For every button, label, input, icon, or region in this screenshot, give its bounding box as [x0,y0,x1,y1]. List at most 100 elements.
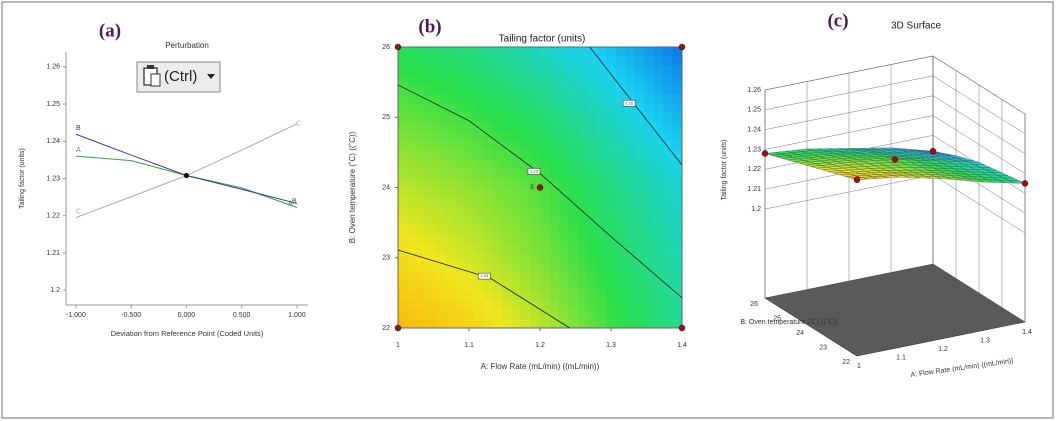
heat-cell [426,83,437,94]
heat-cell [398,83,408,94]
heat-cell [407,177,418,188]
heat-cell [407,252,418,263]
heat-cell [521,93,532,104]
heat-cell [398,308,408,319]
design-point [853,176,861,183]
heat-cell [530,55,541,66]
heat-cell [435,224,446,235]
heat-cell [625,112,636,122]
heat-cell [653,280,664,291]
heat-cell [540,233,550,244]
heat-cell [454,205,465,216]
heat-cell [426,112,437,122]
heat-cell [615,74,626,85]
heat-cell [521,177,532,188]
heat-cell [407,65,418,76]
heat-cell [663,102,674,113]
heat-cell [663,243,674,254]
heat-cell [502,196,513,207]
x-tick-label: -1.000 [66,312,86,319]
heat-cell [644,149,655,160]
heat-cell [416,168,427,179]
heat-cell [473,224,484,235]
heat-cell [445,299,456,310]
heat-cell [568,55,579,66]
heat-cell [398,224,408,235]
heat-cell [416,233,427,244]
heat-cell [445,196,456,207]
heat-cell [587,224,598,235]
heat-cell [521,271,532,282]
heat-cell [634,224,645,235]
heat-cell [464,93,475,104]
heat-cell [398,168,408,179]
y-axis-label: Tailing factor (units) [19,148,26,209]
heat-cell [416,177,427,188]
design-point [891,156,899,163]
y-tick-label: 1.2 [50,287,60,294]
heat-cell [672,140,683,151]
heat-cell [663,261,674,272]
heat-cell [492,74,503,85]
heat-cell [587,121,598,132]
heat-cell [653,149,664,160]
paste-button[interactable]: (Ctrl) [136,61,221,93]
heat-cell [606,243,617,254]
heat-cell [596,55,607,66]
heat-cell [530,74,541,85]
heat-cell [634,177,645,188]
heat-cell [606,121,617,132]
heat-cell [454,224,465,235]
heat-cell [625,271,636,282]
heat-cell [464,158,475,169]
heat-cell [511,196,522,207]
heat-cell [644,65,655,76]
x-tick-label: -0.500 [121,312,141,319]
heat-cell [568,149,579,160]
heat-cell [644,158,655,169]
heat-cell [653,308,664,319]
heat-cell [634,74,645,85]
design-point [536,184,544,191]
heat-cell [644,243,655,254]
heat-cell [672,149,683,160]
x-tick-label: 1 [396,342,400,349]
heat-cell [483,308,494,319]
heat-cell [464,308,475,319]
heat-cell [540,243,550,254]
heat-cell [407,261,418,272]
heat-cell [435,121,446,132]
heat-cell [398,65,408,76]
heat-cell [549,93,560,104]
heat-cell [473,243,484,254]
heat-cell [663,299,674,310]
heat-cell [445,233,456,244]
heat-cell [435,112,446,122]
heat-cell [663,318,674,328]
series-label: A [76,147,81,154]
heat-cell [398,130,408,141]
heat-cell [577,280,588,291]
heat-cell [530,215,541,225]
heat-cell [502,252,513,263]
heat-cell [416,299,427,310]
heat-cell [596,177,607,188]
heat-cell [577,290,588,300]
heat-cell [426,121,437,132]
heat-cell [568,252,579,263]
heat-cell [416,46,427,57]
heat-cell [435,55,446,66]
heat-cell [464,149,475,160]
heat-cell [568,168,579,179]
heat-cell [398,149,408,160]
heat-cell [606,46,617,57]
heat-cell [502,261,513,272]
heat-cell [454,233,465,244]
heat-cell [653,177,664,188]
heat-cell [473,55,484,66]
heat-cell [577,299,588,310]
heat-cell [625,65,636,76]
heat-cell [398,290,408,300]
heat-cell [653,271,664,282]
